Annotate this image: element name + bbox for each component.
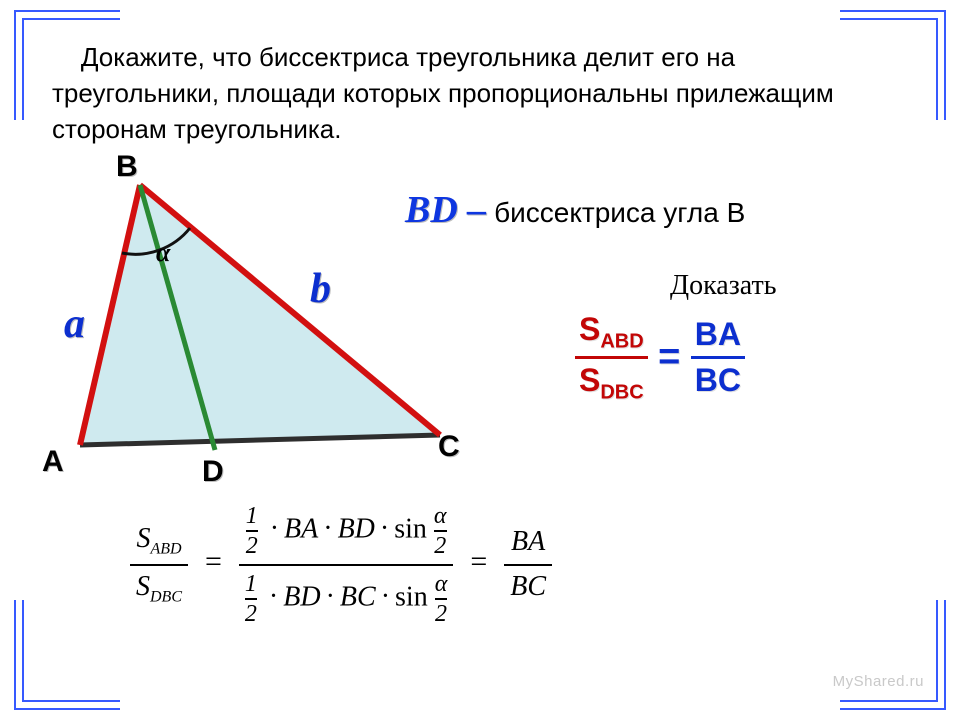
vertex-b-label: B bbox=[116, 150, 138, 184]
vertex-c-label: C bbox=[438, 430, 460, 464]
border-gap bbox=[11, 120, 29, 600]
dokazat-label: Доказать bbox=[670, 270, 776, 302]
bd-definition: ВD – биссектриса угла В bbox=[405, 188, 745, 232]
border-gap bbox=[120, 695, 840, 713]
alpha-label: α bbox=[156, 238, 170, 268]
problem-statement: Докажите, что биссектриса треугольника д… bbox=[52, 40, 908, 148]
border-gap bbox=[931, 120, 949, 600]
prove-equation: SABD SDBC = BA BC bbox=[575, 310, 745, 406]
side-b-label: b bbox=[310, 265, 331, 313]
main-equation: SABD SDBC = 12 ·BA·BD·sin α2 12 ·BD·BC·s… bbox=[130, 500, 552, 630]
vertex-d-label: D bbox=[202, 455, 224, 489]
vertex-a-label: A bbox=[42, 445, 64, 479]
watermark: MyShared.ru bbox=[833, 673, 924, 690]
border-gap bbox=[120, 7, 840, 25]
side-a-label: a bbox=[64, 300, 85, 348]
